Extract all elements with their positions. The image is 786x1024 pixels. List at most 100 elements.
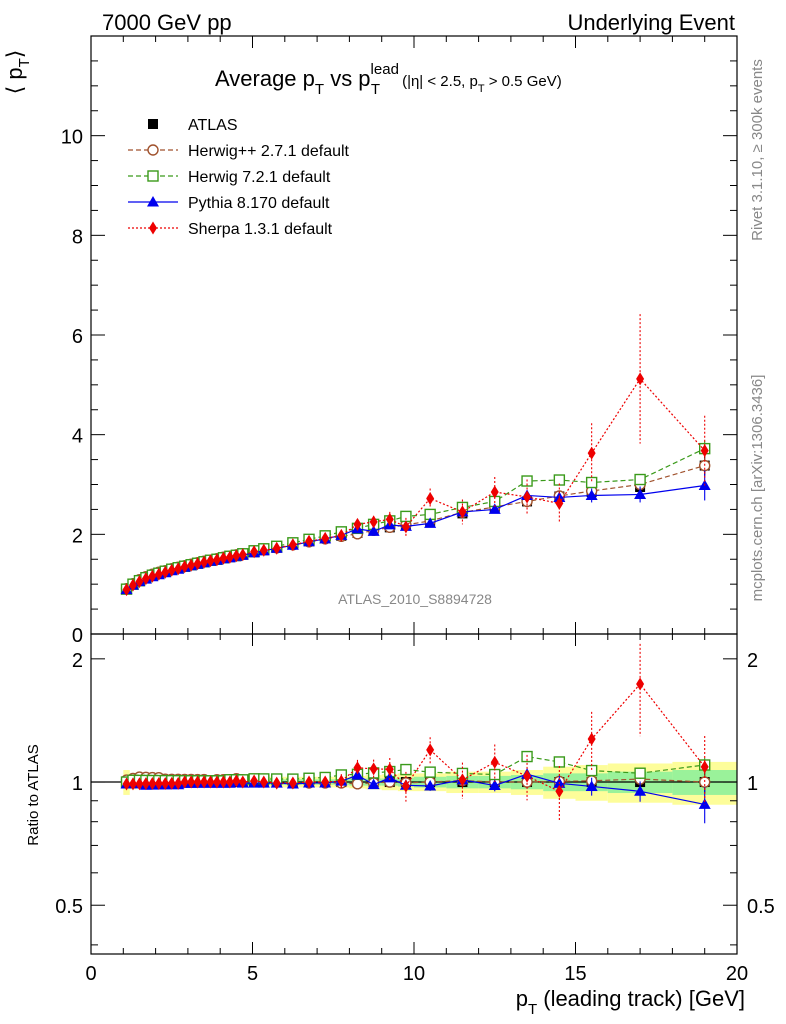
data-point — [321, 775, 330, 789]
data-point — [232, 549, 241, 563]
mcplots-info: mcplots.cern.ch [arXiv:1306.3436] — [749, 375, 766, 602]
data-point — [212, 775, 221, 789]
data-point — [321, 531, 330, 545]
ratio-y-tick-label: 1 — [72, 773, 83, 795]
data-point — [634, 488, 647, 499]
process-label: Underlying Event — [567, 10, 735, 35]
data-point — [523, 490, 532, 504]
data-point — [424, 779, 437, 791]
data-point — [369, 762, 378, 776]
data-point — [225, 550, 234, 564]
legend-label-1: Herwig++ 2.7.1 default — [188, 143, 350, 160]
series-1 — [120, 458, 711, 595]
data-point — [488, 503, 501, 514]
data-point — [383, 771, 396, 783]
data-point — [305, 534, 314, 548]
main-plot-panel: 0 2 4 6 8 10 Average pT vs plead T (|η| < 2.5, … — [2, 35, 738, 647]
y-tick-label: 10 — [61, 127, 83, 149]
data-point — [167, 776, 176, 790]
ratio-plot-panel: 0 5 10 15 20 0.5 0.5 1 1 2 2 Ratio to ATLAS — [25, 633, 775, 985]
data-point — [555, 496, 564, 510]
y-tick-label: 8 — [72, 226, 83, 248]
data-point — [193, 775, 202, 789]
data-point — [351, 778, 364, 790]
data-point — [385, 762, 394, 776]
y-tick-label: 6 — [72, 326, 83, 348]
data-point — [122, 777, 131, 791]
series-4 — [122, 314, 709, 597]
x-tick-label: 5 — [247, 963, 258, 985]
y-tick-label: 0 — [72, 625, 83, 647]
data-point — [135, 777, 144, 791]
data-point — [367, 778, 380, 790]
data-point — [238, 548, 247, 562]
data-point — [634, 785, 647, 796]
data-point — [698, 798, 711, 809]
data-point — [426, 491, 435, 505]
series-3 — [120, 470, 711, 595]
data-point — [424, 517, 437, 528]
data-point — [401, 520, 410, 534]
ratio-y-tick-label: 2 — [72, 650, 83, 672]
legend-marker-1 — [147, 144, 159, 156]
series-line-3 — [126, 484, 705, 591]
data-point — [634, 767, 646, 779]
legend-marker-0 — [148, 119, 158, 129]
ratio-y-tick-label-right: 0.5 — [747, 896, 775, 918]
data-point — [141, 777, 150, 791]
x-tick-label: 20 — [726, 963, 748, 985]
data-point — [369, 515, 378, 529]
data-point — [272, 541, 281, 555]
data-point — [161, 565, 170, 579]
ratio-y-axis-label: Ratio to ATLAS — [25, 744, 42, 845]
legend-marker-4 — [149, 221, 157, 235]
data-point — [225, 775, 234, 789]
series-line-ratio-4 — [126, 683, 706, 793]
series-line-4 — [126, 377, 706, 591]
data-point — [259, 775, 268, 789]
data-point — [259, 543, 268, 557]
data-point — [401, 779, 410, 793]
data-point — [400, 510, 412, 523]
legend: ATLAS Herwig++ 2.7.1 default Herwig 7.2.1 … — [128, 117, 350, 238]
data-point — [206, 554, 215, 568]
data-point — [305, 775, 314, 789]
legend-marker-3 — [147, 196, 159, 207]
legend-label-0: ATLAS — [188, 117, 238, 134]
data-point — [636, 372, 645, 386]
data-point — [288, 538, 297, 552]
data-point — [200, 555, 209, 569]
ratio-y-tick-label: 0.5 — [55, 896, 83, 918]
data-point — [180, 775, 189, 789]
x-tick-label: 15 — [564, 963, 586, 985]
data-point — [424, 766, 436, 778]
main-y-axis-label: ⟨ pT⟩ — [2, 50, 33, 95]
data-point — [337, 774, 346, 788]
data-point — [187, 775, 196, 789]
data-point — [458, 505, 467, 519]
data-point — [426, 743, 435, 757]
data-point — [122, 583, 131, 597]
energy-label: 7000 GeV pp — [102, 10, 232, 35]
data-point — [161, 776, 170, 790]
series-2 — [120, 441, 711, 595]
data-point — [250, 545, 259, 559]
legend-label-4: Sherpa 1.3.1 default — [188, 221, 333, 238]
data-point — [585, 489, 598, 500]
x-tick-label: 10 — [403, 963, 425, 985]
data-point — [337, 528, 346, 542]
legend-label-2: Herwig 7.2.1 default — [188, 169, 331, 186]
data-point — [148, 777, 157, 791]
data-point — [634, 473, 646, 486]
data-point — [587, 732, 596, 746]
data-point — [523, 769, 532, 783]
legend-label-3: Pythia 8.170 default — [188, 195, 330, 212]
data-point — [187, 558, 196, 572]
data-point — [219, 775, 228, 789]
data-point — [553, 756, 566, 768]
legend-marker-2 — [147, 170, 159, 182]
data-point — [174, 776, 183, 790]
data-point — [488, 779, 501, 791]
data-point — [585, 476, 598, 489]
